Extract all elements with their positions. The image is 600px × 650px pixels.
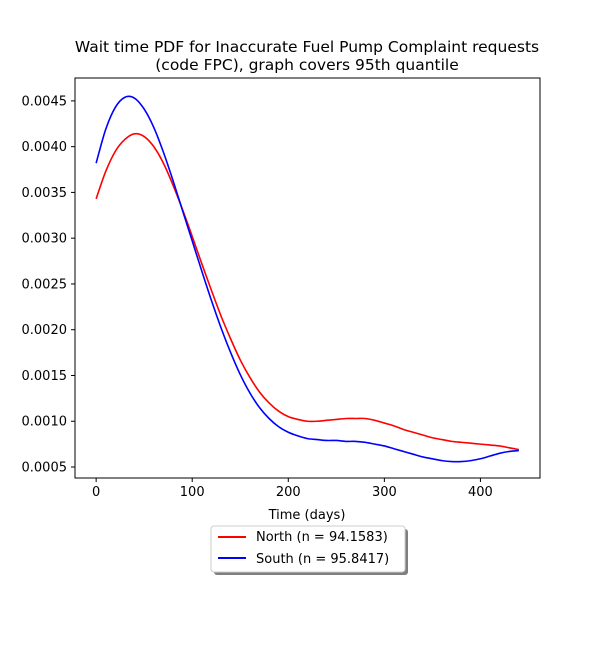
x-tick-label: 100	[180, 485, 205, 500]
y-tick-label: 0.0025	[22, 277, 68, 292]
x-axis: 0 100 200 300 400	[92, 478, 493, 500]
y-tick-label: 0.0040	[22, 140, 68, 155]
series-line-north	[95, 132, 520, 451]
chart-subtitle: (code FPC), graph covers 95th quantile	[155, 56, 459, 74]
legend-label-south: South (n = 95.8417)	[256, 552, 389, 567]
y-tick-label: 0.0015	[22, 369, 68, 384]
plot-frame	[74, 77, 541, 479]
plot-area: 0 100 200 300 400 0.00050.00100.00150.00200.…	[22, 77, 541, 500]
y-tick-label: 0.0010	[22, 415, 68, 430]
x-tick-label: 400	[468, 485, 493, 500]
y-tick-label: 0.0005	[22, 461, 68, 476]
legend-box	[210, 525, 406, 573]
legend-label-north: North (n = 94.1583)	[256, 530, 388, 545]
x-tick-label: 0	[92, 485, 100, 500]
x-tick-label: 200	[276, 485, 301, 500]
legend: North (n = 94.1583) South (n = 95.8417)	[210, 525, 408, 575]
series-line-south	[95, 95, 519, 463]
x-tick-label: 300	[372, 485, 397, 500]
y-tick-label: 0.0030	[22, 232, 68, 247]
x-axis-label: Time (days)	[268, 508, 346, 523]
y-tick-label: 0.0020	[22, 323, 68, 338]
chart-title: Wait time PDF for Inaccurate Fuel Pump C…	[75, 38, 539, 56]
y-tick-label: 0.0045	[22, 94, 68, 109]
y-axis: 0.0005 0.0010 0.0015 0.0020 0.0025 0.0030 0.00…	[22, 94, 75, 476]
series-layer	[95, 95, 520, 463]
y-tick-label: 0.0035	[22, 186, 68, 201]
